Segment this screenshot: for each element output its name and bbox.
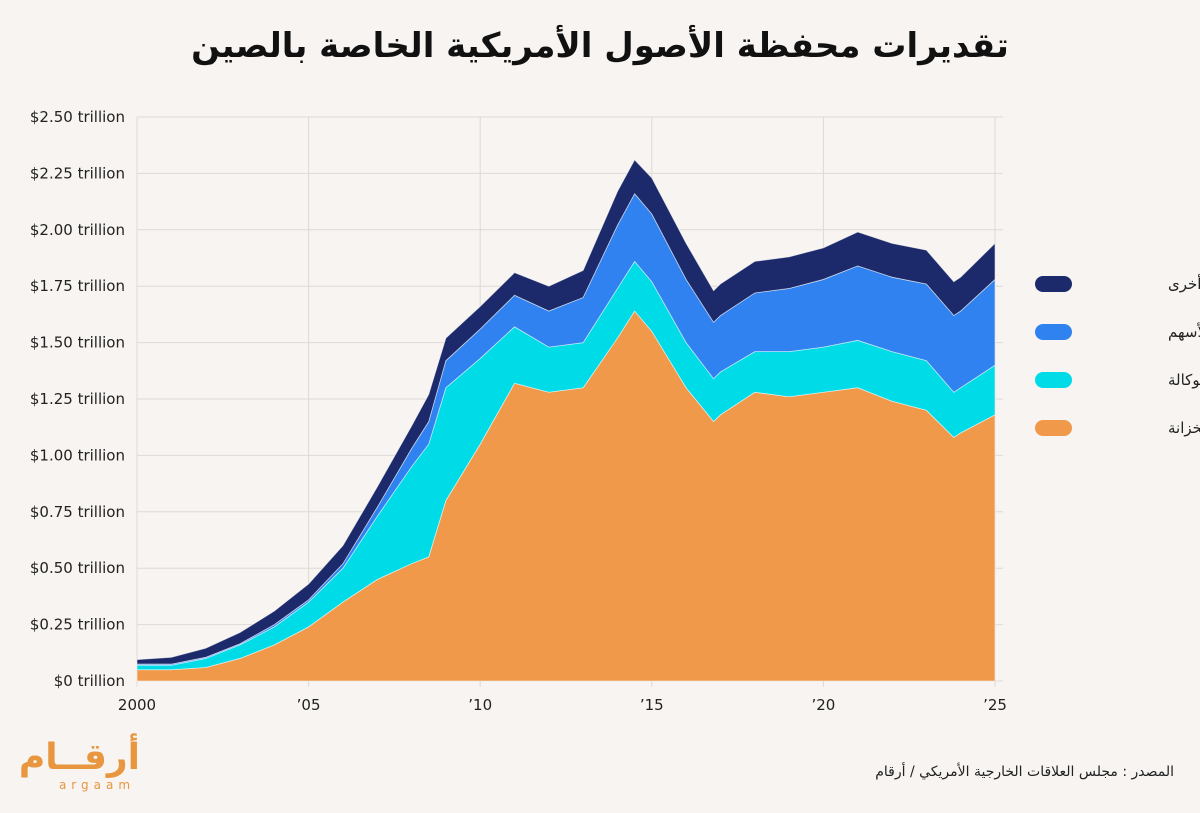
y-tick-label: $1.25 trillion [30,390,125,408]
y-tick-label: $2.00 trillion [30,221,125,239]
legend: أخرى الأسهم ديون الوكالة ديون الخزانة [1035,274,1200,437]
y-axis: $2.50 trillion $2.25 trillion $2.00 trilli… [30,108,125,690]
x-tick-label: ’05 [297,696,321,714]
y-tick-label: $0 trillion [54,672,125,690]
legend-swatch [1035,276,1072,292]
logo-latin-text: argaam [58,778,136,792]
y-tick-label: $0.75 trillion [30,503,125,521]
legend-swatch [1035,420,1072,436]
y-tick-label: $1.75 trillion [30,277,125,295]
legend-swatch [1035,372,1072,388]
source-note: المصدر : مجلس العلاقات الخارجية الأمريكي… [875,764,1174,780]
x-tick-label: ’10 [468,696,492,714]
x-tick-label: ’20 [811,696,835,714]
argaam-logo: أرقــام argaam [18,737,152,798]
legend-label: ديون الوكالة [1168,371,1200,389]
y-tick-label: $1.00 trillion [30,446,125,464]
y-tick-label: $0.50 trillion [30,559,125,577]
y-tick-label: $2.50 trillion [30,108,125,126]
chart-title: تقديرات محفظة الأصول الأمريكية الخاصة با… [191,26,1009,66]
y-tick-label: $2.25 trillion [30,164,125,182]
legend-label: أخرى [1168,274,1200,293]
legend-label: ديون الخزانة [1168,419,1200,437]
legend-label: الأسهم [1168,322,1200,341]
x-tick-label: ’15 [640,696,664,714]
x-axis: 2000 ’05 ’10 ’15 ’20 ’25 [118,696,1007,714]
y-tick-label: $1.50 trillion [30,334,125,352]
y-tick-label: $0.25 trillion [30,616,125,634]
logo-arabic-text: أرقــام [18,737,140,778]
x-tick-label: ’25 [983,696,1007,714]
area-series-4 [136,159,996,665]
area-series-group [136,159,996,682]
x-tick-label: 2000 [118,696,156,714]
legend-swatch [1035,324,1072,340]
